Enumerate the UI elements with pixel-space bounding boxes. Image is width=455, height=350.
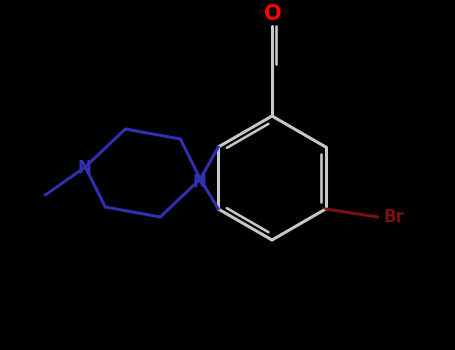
Text: N: N — [77, 159, 91, 177]
Text: Br: Br — [383, 208, 404, 226]
Text: N: N — [192, 173, 206, 191]
Text: O: O — [264, 4, 282, 24]
